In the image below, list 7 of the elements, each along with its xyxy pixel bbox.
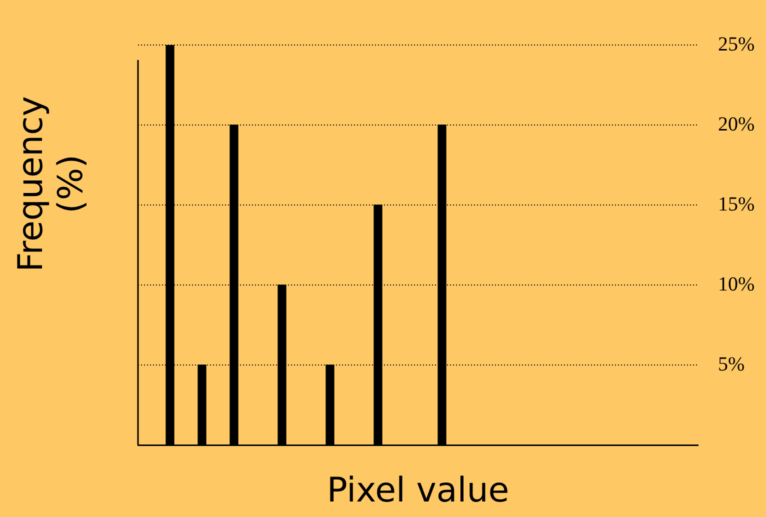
x-axis-title: Pixel value <box>326 470 510 510</box>
y-tick-label: 15% <box>718 193 755 216</box>
y-tick-label: 25% <box>718 33 755 56</box>
y-tick-label: 5% <box>718 353 745 376</box>
y-tick-label: 20% <box>718 113 755 136</box>
y-axis-title: Frequency (%) <box>11 95 91 274</box>
y-tick-label: 10% <box>718 273 755 296</box>
